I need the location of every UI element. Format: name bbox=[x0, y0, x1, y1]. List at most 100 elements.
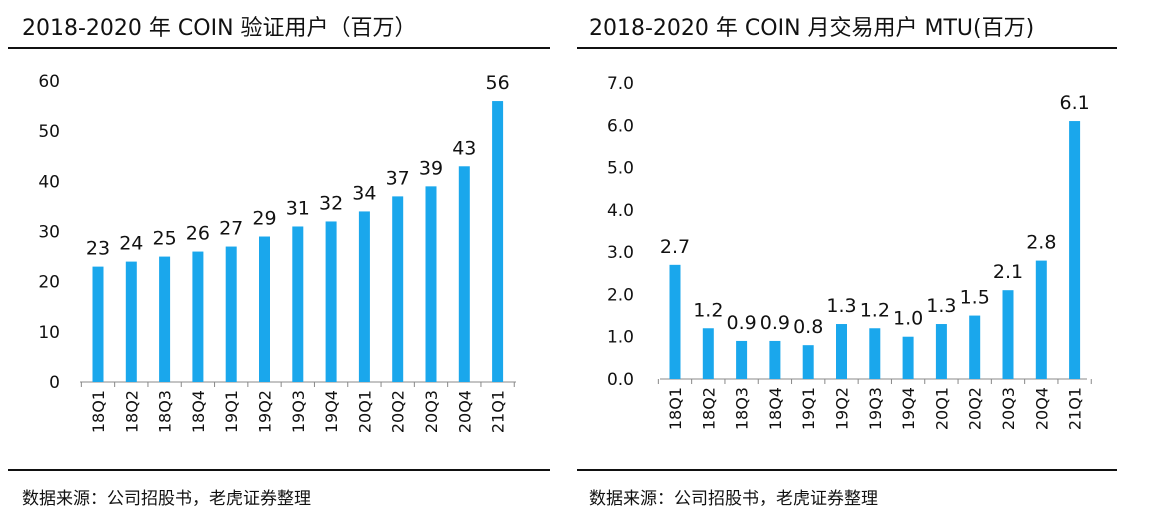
x-tick-label: 21Q1 bbox=[489, 390, 508, 433]
data-label: 6.1 bbox=[1059, 92, 1089, 114]
y-tick-label: 20 bbox=[38, 273, 60, 293]
bar-20Q3 bbox=[425, 186, 437, 382]
bar-18Q1 bbox=[669, 264, 681, 379]
x-tick-label: 20Q4 bbox=[455, 390, 474, 433]
chart-title: 2018-2020 年 COIN 验证用户（百万） bbox=[22, 16, 417, 41]
verified-users-chart: 0 10 20 30 40 50 60 23 18Q1 24 18Q2 25 18Q3 26 18Q4 27 1… bbox=[38, 72, 516, 433]
x-tick-label: 18Q2 bbox=[699, 387, 718, 430]
data-label: 31 bbox=[286, 197, 310, 219]
data-label: 2.1 bbox=[993, 261, 1023, 283]
x-tick-label: 18Q3 bbox=[156, 390, 175, 433]
x-tick-label: 19Q4 bbox=[899, 387, 918, 430]
bar-19Q1 bbox=[802, 345, 814, 379]
x-tick-label: 20Q1 bbox=[932, 387, 951, 430]
data-label: 0.8 bbox=[793, 316, 823, 338]
y-tick-label: 4.0 bbox=[607, 201, 634, 221]
bar-19Q4 bbox=[902, 336, 914, 379]
x-tick-label: 18Q1 bbox=[666, 387, 685, 430]
bar-20Q1 bbox=[935, 324, 947, 379]
bar-18Q4 bbox=[769, 340, 781, 379]
data-label: 0.9 bbox=[760, 312, 790, 334]
data-label: 1.2 bbox=[860, 299, 890, 321]
data-label: 25 bbox=[153, 228, 177, 250]
y-tick-label: 1.0 bbox=[607, 328, 634, 348]
y-tick-label: 30 bbox=[38, 223, 60, 243]
mtu-chart: 0.0 1.0 2.0 3.0 4.0 5.0 6.0 7.0 2.7 18Q1 1.2 18Q2 0.… bbox=[607, 74, 1092, 430]
bar-20Q4 bbox=[1035, 260, 1047, 379]
bar-19Q2 bbox=[259, 236, 270, 382]
data-label: 29 bbox=[252, 208, 276, 230]
bar-21Q1 bbox=[492, 101, 504, 383]
chart-title: 2018-2020 年 COIN 月交易用户 MTU(百万) bbox=[589, 16, 1035, 41]
data-label: 0.9 bbox=[726, 312, 756, 334]
bar-18Q2 bbox=[125, 261, 137, 382]
data-label: 26 bbox=[186, 223, 210, 245]
data-label: 56 bbox=[486, 72, 510, 94]
y-tick-label: 7.0 bbox=[607, 74, 634, 94]
bar-20Q4 bbox=[458, 166, 470, 382]
bar-20Q1 bbox=[358, 211, 370, 382]
data-label: 1.0 bbox=[893, 308, 923, 330]
x-tick-label: 18Q3 bbox=[733, 387, 752, 430]
x-tick-label: 20Q3 bbox=[422, 390, 441, 433]
data-label: 1.2 bbox=[693, 299, 723, 321]
y-tick-label: 50 bbox=[38, 122, 60, 142]
data-label: 24 bbox=[119, 233, 143, 255]
title-underline bbox=[577, 47, 1117, 49]
x-tick-label: 20Q2 bbox=[389, 390, 408, 433]
data-label: 39 bbox=[419, 157, 443, 179]
x-tick-label: 19Q3 bbox=[866, 387, 885, 430]
source-rule bbox=[8, 469, 550, 471]
data-label: 1.3 bbox=[826, 295, 856, 317]
y-tick-label: 10 bbox=[38, 323, 60, 343]
y-tick-label: 5.0 bbox=[607, 159, 634, 179]
x-tick-label: 19Q4 bbox=[322, 390, 341, 433]
x-tick-label: 20Q1 bbox=[355, 390, 374, 433]
bar-19Q3 bbox=[292, 226, 304, 382]
bar-19Q2 bbox=[836, 324, 847, 379]
source-note: 数据来源：公司招股书，老虎证券整理 bbox=[589, 489, 878, 509]
x-tick-label: 19Q1 bbox=[799, 387, 818, 430]
bar-20Q3 bbox=[1002, 290, 1014, 379]
source-rule bbox=[577, 469, 1117, 471]
bar-19Q1 bbox=[225, 246, 237, 382]
bar-18Q3 bbox=[159, 256, 171, 382]
x-tick-label: 20Q3 bbox=[999, 387, 1018, 430]
y-tick-label: 0 bbox=[49, 373, 60, 393]
x-tick-label: 21Q1 bbox=[1066, 387, 1085, 430]
mtu-panel: 2018-2020 年 COIN 月交易用户 MTU(百万) 0.0 1.0 2.0… bbox=[577, 0, 1152, 520]
bar-18Q2 bbox=[702, 328, 714, 379]
y-tick-label: 3.0 bbox=[607, 243, 634, 263]
bar-19Q4 bbox=[325, 221, 337, 382]
data-label: 43 bbox=[452, 137, 476, 159]
data-label: 23 bbox=[86, 238, 110, 260]
data-label: 2.8 bbox=[1026, 232, 1056, 254]
source-note: 数据来源：公司招股书，老虎证券整理 bbox=[22, 489, 311, 509]
x-tick-label: 20Q2 bbox=[966, 387, 985, 430]
x-tick-label: 19Q2 bbox=[256, 390, 275, 433]
x-tick-label: 19Q2 bbox=[833, 387, 852, 430]
x-tick-label: 18Q4 bbox=[766, 387, 785, 430]
data-label: 32 bbox=[319, 192, 343, 214]
bar-20Q2 bbox=[392, 196, 404, 382]
bar-21Q1 bbox=[1069, 121, 1081, 380]
bar-18Q3 bbox=[736, 340, 748, 379]
y-tick-label: 2.0 bbox=[607, 285, 634, 305]
data-label: 1.5 bbox=[960, 287, 990, 309]
data-label: 34 bbox=[352, 182, 376, 204]
x-tick-label: 18Q1 bbox=[89, 390, 108, 433]
y-tick-label: 40 bbox=[38, 172, 60, 192]
bar-19Q3 bbox=[869, 328, 881, 379]
data-label: 1.3 bbox=[926, 295, 956, 317]
data-label: 37 bbox=[386, 167, 410, 189]
x-tick-label: 18Q4 bbox=[189, 390, 208, 433]
x-tick-label: 19Q3 bbox=[289, 390, 308, 433]
data-label: 2.7 bbox=[660, 236, 690, 258]
data-label: 27 bbox=[219, 218, 243, 240]
x-tick-label: 20Q4 bbox=[1032, 387, 1051, 430]
y-tick-label: 60 bbox=[38, 72, 60, 92]
title-underline bbox=[8, 47, 550, 49]
y-tick-label: 0.0 bbox=[607, 370, 634, 390]
x-tick-label: 18Q2 bbox=[122, 390, 141, 433]
verified-users-panel: 2018-2020 年 COIN 验证用户（百万） 0 10 20 30 40 50 60 2… bbox=[0, 0, 560, 520]
